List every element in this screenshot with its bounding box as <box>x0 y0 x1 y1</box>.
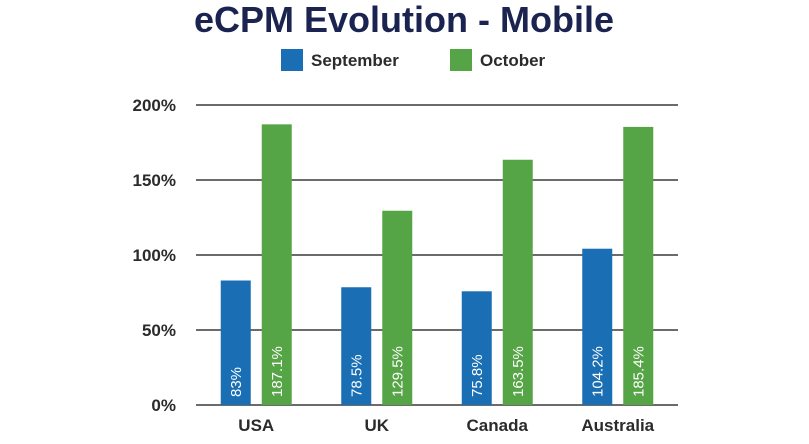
y-tick-label: 200% <box>133 96 176 115</box>
y-tick-label: 50% <box>142 321 176 340</box>
bar-september-usa <box>220 280 251 405</box>
legend-label-october: October <box>480 51 546 70</box>
data-label: 83% <box>228 367 245 397</box>
bar-october-usa <box>261 124 292 405</box>
bar-october-uk <box>382 210 413 405</box>
bar-september-australia <box>582 248 613 405</box>
bar-october-australia <box>623 126 654 406</box>
data-label: 78.5% <box>348 354 365 397</box>
x-tick-label: Canada <box>467 416 529 435</box>
data-label: 104.2% <box>589 346 606 397</box>
data-labels: 83% 187.1% 78.5% 129.5% 75.8% 163.5% 104… <box>228 346 648 397</box>
data-label: 129.5% <box>389 346 406 397</box>
legend: September October <box>281 49 546 71</box>
x-tick-label: USA <box>238 416 274 435</box>
legend-swatch-october <box>450 49 472 71</box>
y-tick-label: 100% <box>133 246 176 265</box>
chart-title: eCPM Evolution - Mobile <box>194 0 614 40</box>
data-label: 75.8% <box>469 354 486 397</box>
x-axis: USA UK Canada Australia <box>238 416 654 435</box>
legend-swatch-september <box>281 49 303 71</box>
legend-label-september: September <box>311 51 399 70</box>
bars <box>220 124 654 406</box>
bar-october-canada <box>502 159 533 405</box>
y-tick-label: 150% <box>133 171 176 190</box>
data-label: 187.1% <box>269 346 286 397</box>
x-tick-label: UK <box>364 416 389 435</box>
data-label: 163.5% <box>510 346 527 397</box>
y-axis: 0% 50% 100% 150% 200% <box>133 96 176 415</box>
bar-september-uk <box>341 287 372 405</box>
data-label: 185.4% <box>630 346 647 397</box>
bar-september-canada <box>461 291 492 405</box>
x-tick-label: Australia <box>581 416 654 435</box>
y-tick-label: 0% <box>151 396 176 415</box>
